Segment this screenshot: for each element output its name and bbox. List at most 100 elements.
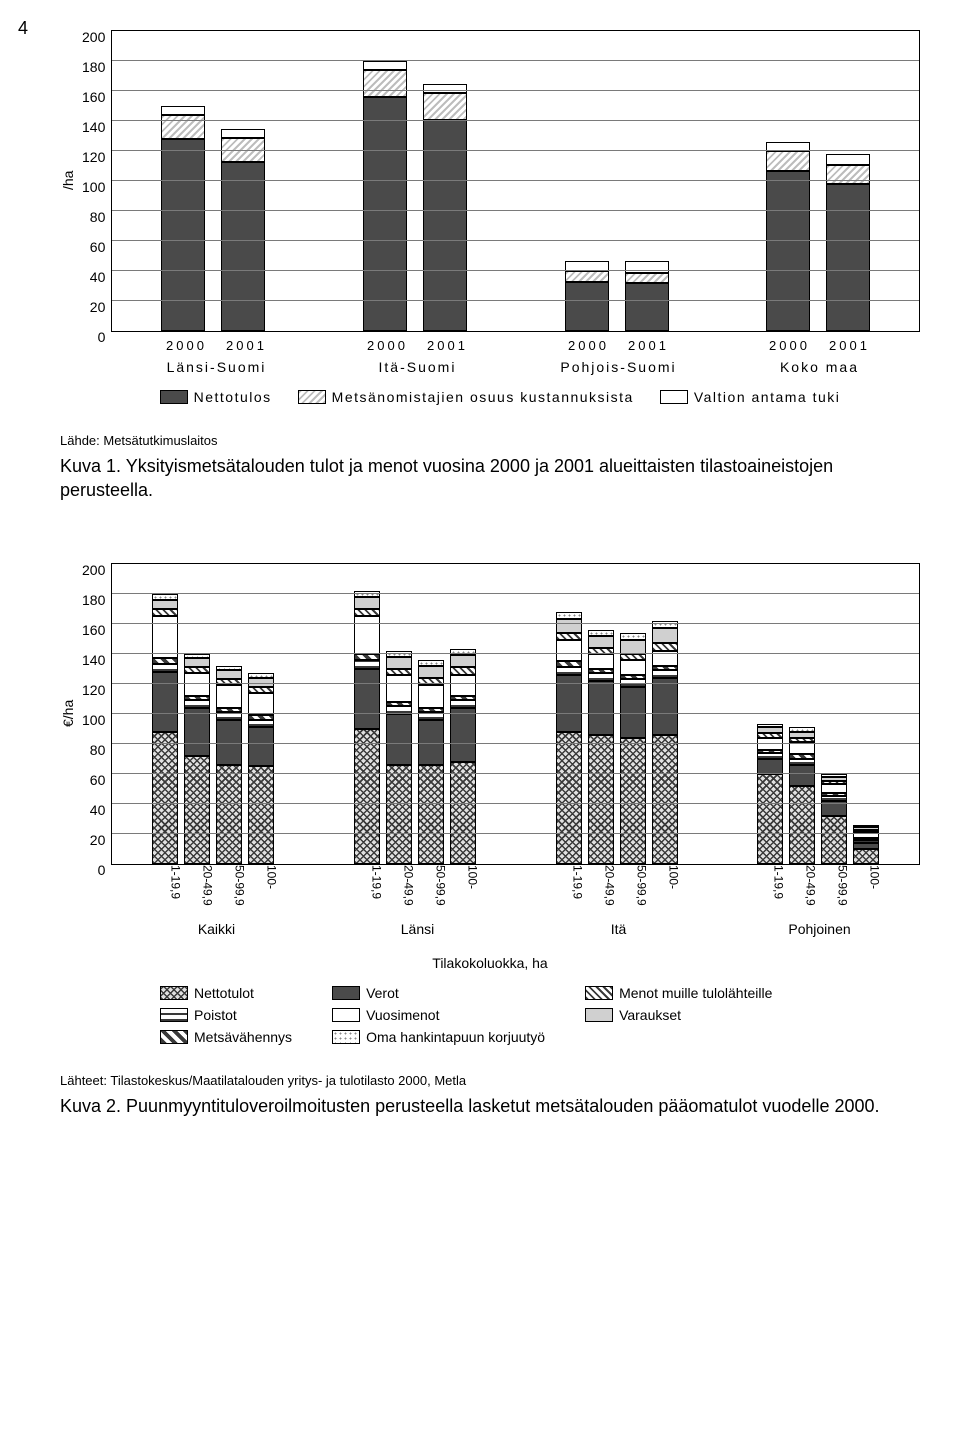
bar-group	[314, 564, 516, 864]
bar-label: 2001	[828, 338, 872, 353]
bar-label: 2001	[627, 338, 671, 353]
group-label: Itä	[518, 915, 719, 937]
legend-item: Nettotulos	[160, 389, 272, 405]
bar-label: 1-19,9	[558, 865, 584, 915]
legend-swatch	[160, 986, 188, 1000]
bar-segment	[216, 670, 242, 679]
bar-group	[112, 564, 314, 864]
bar-segment	[161, 115, 205, 139]
legend-item: Varaukset	[585, 1007, 772, 1023]
bar-segment	[152, 732, 178, 864]
bar-segment	[652, 678, 678, 735]
bar	[161, 106, 205, 331]
chart-1-area: /ha 200180160140120100806040200	[60, 30, 920, 332]
bar-segment	[354, 609, 380, 617]
bar-segment	[152, 672, 178, 732]
bar-segment	[423, 84, 467, 93]
bar-segment	[354, 669, 380, 729]
bar	[620, 633, 646, 864]
bar-label: 50-99,9	[823, 865, 849, 915]
bar	[766, 142, 810, 331]
bar-segment	[354, 729, 380, 864]
bar-segment	[354, 597, 380, 609]
bar-segment	[418, 685, 444, 708]
chart-2-xaxis-bars: 1-19,920-49,950-99,9100-1-19,920-49,950-…	[116, 865, 920, 915]
bar-segment	[184, 700, 210, 708]
bar-label: 1-19,9	[759, 865, 785, 915]
bar-label: 100-	[453, 865, 479, 915]
chart-1-xaxis-bars: 20002001200020012000200120002001	[116, 332, 920, 353]
legend-swatch	[332, 986, 360, 1000]
group-label: Itä-Suomi	[317, 353, 518, 375]
bar-segment	[418, 678, 444, 686]
bar-label: 100-	[855, 865, 881, 915]
legend-item: Valtion antama tuki	[660, 389, 841, 405]
bar	[354, 591, 380, 864]
bar-segment	[152, 600, 178, 609]
bar-label: 1-19,9	[357, 865, 383, 915]
bar-label: 20-49,9	[389, 865, 415, 915]
bar-segment	[620, 640, 646, 654]
bar-segment	[826, 184, 870, 331]
bar-segment	[184, 708, 210, 756]
bar-segment	[625, 273, 669, 284]
legend-item: Metsävähennys	[160, 1029, 292, 1045]
bar-segment	[386, 675, 412, 702]
bar-segment	[556, 732, 582, 864]
bar-segment	[620, 660, 646, 675]
legend-item: Poistot	[160, 1007, 292, 1023]
bar-segment	[766, 171, 810, 332]
bar-segment	[766, 151, 810, 171]
legend-swatch	[160, 1030, 188, 1044]
bar-label: 50-99,9	[421, 865, 447, 915]
bar	[248, 673, 274, 864]
bar-segment	[221, 129, 265, 138]
group-label: Kaikki	[116, 915, 317, 937]
bar	[853, 825, 879, 864]
legend-label: Vuosimenot	[366, 1007, 439, 1023]
bar-label: 20-49,9	[188, 865, 214, 915]
legend-label: Verot	[366, 985, 399, 1001]
chart-1-legend: NettotulosMetsänomistajien osuus kustann…	[120, 389, 880, 405]
bar-segment	[625, 283, 669, 331]
bar-segment	[821, 784, 847, 793]
legend-label: Oma hankintapuun korjuutyö	[366, 1029, 545, 1045]
bar-segment	[652, 628, 678, 643]
bar-segment	[620, 738, 646, 864]
legend-item: Nettotulot	[160, 985, 292, 1001]
bar-segment	[652, 670, 678, 678]
bar-segment	[161, 106, 205, 115]
bar-group	[717, 564, 919, 864]
chart-2-xtitle: Tilakokoluokka, ha	[60, 955, 920, 971]
bar-segment	[588, 636, 614, 648]
bar-segment	[386, 714, 412, 765]
bar-segment	[588, 673, 614, 681]
bar-segment	[789, 786, 815, 864]
bar-segment	[363, 97, 407, 331]
chart-2-ylabel: €/ha	[60, 563, 76, 863]
chart-1-yaxis: 200180160140120100806040200	[82, 30, 111, 330]
group-label: Länsi-Suomi	[116, 353, 317, 375]
bar-segment	[418, 666, 444, 678]
legend-swatch	[585, 1008, 613, 1022]
bar-group	[112, 31, 314, 331]
bar-segment	[221, 162, 265, 332]
bar-segment	[565, 271, 609, 282]
legend-item: Verot	[332, 985, 545, 1001]
legend-label: Nettotulos	[194, 389, 272, 405]
bar-label: 2000	[567, 338, 611, 353]
bar-segment	[789, 765, 815, 786]
legend-swatch	[160, 1008, 188, 1022]
bar	[565, 261, 609, 332]
legend-swatch	[160, 390, 188, 404]
bar-segment	[423, 93, 467, 120]
bar-segment	[248, 766, 274, 864]
bar-label: 100-	[252, 865, 278, 915]
bar	[450, 649, 476, 864]
bar-segment	[556, 667, 582, 675]
bar-segment	[450, 675, 476, 696]
bar-group	[516, 31, 718, 331]
bar	[588, 630, 614, 864]
bar-segment	[216, 685, 242, 708]
bar-label: 50-99,9	[622, 865, 648, 915]
